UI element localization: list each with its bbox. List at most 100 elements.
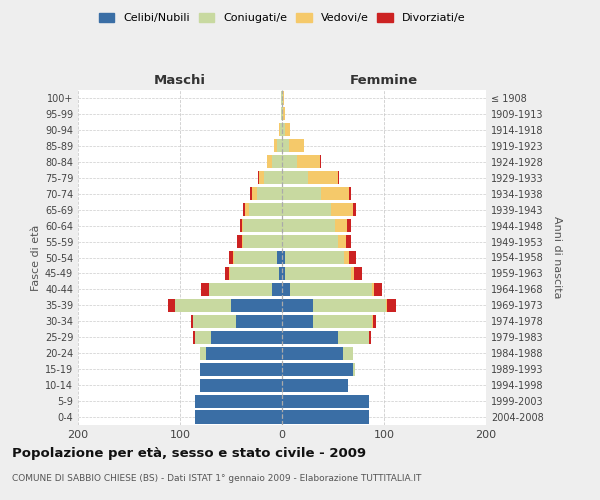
Bar [259, 171, 263, 184]
Bar [343, 346, 353, 360]
Bar [282, 362, 353, 376]
Bar [250, 203, 282, 216]
Bar [349, 187, 352, 200]
Bar [283, 108, 285, 120]
Bar [282, 378, 349, 392]
Bar [211, 330, 282, 344]
Bar [279, 267, 282, 280]
Bar [193, 315, 236, 328]
Bar [282, 203, 331, 216]
Bar [263, 171, 282, 184]
Bar [346, 235, 352, 248]
Bar [282, 171, 308, 184]
Bar [313, 315, 372, 328]
Bar [196, 410, 282, 424]
Bar [282, 346, 343, 360]
Bar [242, 219, 243, 232]
Bar [282, 299, 313, 312]
Bar [229, 267, 230, 280]
Bar [282, 187, 321, 200]
Bar [352, 267, 355, 280]
Bar [229, 251, 233, 264]
Bar [257, 187, 282, 200]
Bar [243, 203, 245, 216]
Bar [175, 299, 231, 312]
Bar [282, 92, 283, 104]
Bar [191, 315, 193, 328]
Bar [282, 108, 283, 120]
Bar [282, 140, 289, 152]
Bar [225, 267, 229, 280]
Bar [282, 315, 313, 328]
Bar [282, 410, 369, 424]
Bar [313, 299, 386, 312]
Y-axis label: Anni di nascita: Anni di nascita [552, 216, 562, 298]
Bar [196, 330, 211, 344]
Bar [369, 330, 371, 344]
Bar [349, 251, 356, 264]
Bar [282, 394, 369, 407]
Bar [245, 203, 250, 216]
Bar [282, 235, 338, 248]
Bar [243, 235, 282, 248]
Bar [237, 235, 242, 248]
Bar [200, 346, 206, 360]
Bar [347, 219, 352, 232]
Bar [320, 155, 321, 168]
Bar [272, 283, 282, 296]
Bar [242, 235, 243, 248]
Bar [200, 362, 282, 376]
Bar [283, 92, 284, 104]
Bar [240, 219, 242, 232]
Bar [279, 124, 280, 136]
Bar [267, 155, 272, 168]
Bar [289, 140, 304, 152]
Bar [272, 155, 282, 168]
Text: Maschi: Maschi [154, 74, 206, 88]
Bar [282, 155, 298, 168]
Bar [355, 267, 362, 280]
Bar [372, 315, 373, 328]
Bar [285, 124, 290, 136]
Bar [298, 155, 320, 168]
Bar [231, 299, 282, 312]
Text: Femmine: Femmine [350, 74, 418, 88]
Bar [280, 124, 282, 136]
Bar [282, 267, 285, 280]
Bar [344, 251, 349, 264]
Bar [282, 124, 285, 136]
Bar [353, 362, 355, 376]
Bar [373, 315, 376, 328]
Bar [335, 219, 347, 232]
Bar [234, 251, 277, 264]
Bar [277, 140, 282, 152]
Bar [282, 283, 290, 296]
Bar [386, 299, 387, 312]
Bar [168, 299, 175, 312]
Bar [374, 283, 382, 296]
Bar [285, 251, 344, 264]
Bar [233, 251, 234, 264]
Legend: Celibi/Nubili, Coniugati/e, Vedovi/e, Divorziati/e: Celibi/Nubili, Coniugati/e, Vedovi/e, Di… [94, 8, 470, 28]
Bar [387, 299, 396, 312]
Bar [236, 315, 282, 328]
Bar [338, 171, 339, 184]
Bar [253, 187, 257, 200]
Bar [282, 330, 338, 344]
Bar [308, 171, 338, 184]
Bar [353, 203, 356, 216]
Bar [338, 235, 346, 248]
Bar [321, 187, 349, 200]
Text: Popolazione per età, sesso e stato civile - 2009: Popolazione per età, sesso e stato civil… [12, 448, 366, 460]
Bar [250, 187, 253, 200]
Text: COMUNE DI SABBIO CHIESE (BS) - Dati ISTAT 1° gennaio 2009 - Elaborazione TUTTITA: COMUNE DI SABBIO CHIESE (BS) - Dati ISTA… [12, 474, 421, 483]
Bar [209, 283, 272, 296]
Bar [230, 267, 279, 280]
Bar [282, 251, 285, 264]
Bar [206, 346, 282, 360]
Bar [331, 203, 353, 216]
Bar [196, 394, 282, 407]
Bar [202, 283, 209, 296]
Bar [277, 251, 282, 264]
Bar [281, 92, 282, 104]
